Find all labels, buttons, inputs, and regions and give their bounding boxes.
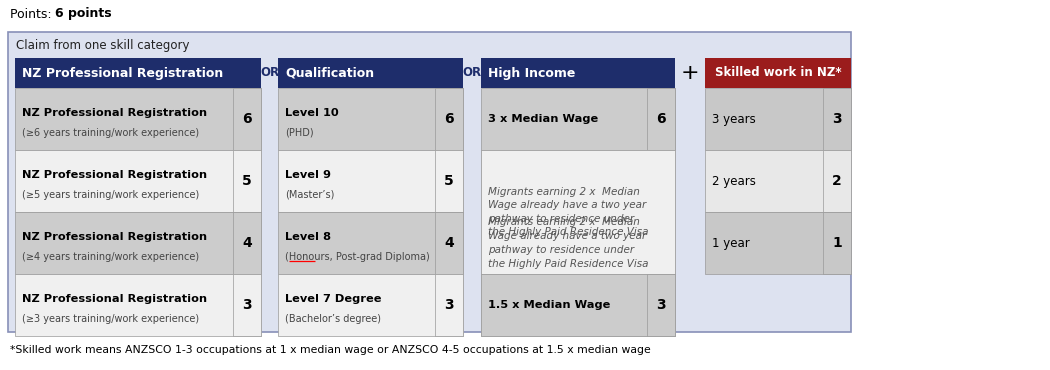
Bar (705, 212, 851, 274)
Text: 6: 6 (656, 112, 666, 126)
Bar (481, 88, 675, 150)
Text: 6: 6 (243, 112, 252, 126)
Text: (Bachelor’s degree): (Bachelor’s degree) (285, 314, 381, 324)
Text: Level 7 Degree: Level 7 Degree (285, 294, 381, 304)
Text: 3: 3 (243, 298, 252, 312)
Text: Migrants earning 2 x  Median
Wage already have a two year
pathway to residence u: Migrants earning 2 x Median Wage already… (488, 217, 649, 269)
Text: NZ Professional Registration: NZ Professional Registration (22, 294, 207, 304)
Bar (278, 150, 463, 212)
Text: NZ Professional Registration: NZ Professional Registration (22, 108, 207, 118)
Text: 3: 3 (444, 298, 454, 312)
Text: 6 points: 6 points (55, 7, 111, 20)
Text: NZ Professional Registration: NZ Professional Registration (22, 170, 207, 180)
Bar (233, 88, 261, 150)
Text: Migrants earning 2 x  Median
Wage already have a two year
pathway to residence u: Migrants earning 2 x Median Wage already… (488, 187, 649, 237)
Bar (435, 274, 463, 336)
Text: 4: 4 (243, 236, 252, 250)
Text: (≥4 years training/work experience): (≥4 years training/work experience) (22, 252, 200, 262)
Text: Level 9: Level 9 (285, 170, 331, 180)
Bar (233, 150, 261, 212)
Bar (8, 32, 850, 332)
Bar (278, 274, 463, 336)
Bar (647, 88, 675, 150)
Text: Level 8: Level 8 (285, 232, 331, 242)
Bar (278, 58, 463, 88)
Text: Claim from one skill category: Claim from one skill category (16, 38, 189, 51)
Text: 5: 5 (243, 174, 252, 188)
Bar (823, 88, 851, 150)
Bar (705, 58, 851, 88)
Text: 2 years: 2 years (712, 175, 756, 188)
Bar (233, 274, 261, 336)
Text: (Honours, Post-grad Diploma): (Honours, Post-grad Diploma) (285, 252, 429, 262)
Bar (823, 150, 851, 212)
Text: +: + (680, 63, 699, 83)
Text: 2: 2 (832, 174, 842, 188)
Text: (≥3 years training/work experience): (≥3 years training/work experience) (22, 314, 200, 324)
Bar (481, 150, 675, 274)
Text: 3: 3 (833, 112, 842, 126)
Bar (705, 150, 851, 212)
Bar (705, 88, 851, 150)
Text: Skilled work in NZ*: Skilled work in NZ* (715, 67, 841, 80)
Bar (15, 274, 261, 336)
Text: (≥5 years training/work experience): (≥5 years training/work experience) (22, 190, 200, 200)
Text: Qualification: Qualification (285, 67, 374, 80)
Bar (481, 58, 675, 88)
Text: 1.5 x Median Wage: 1.5 x Median Wage (488, 300, 610, 310)
Text: 6: 6 (444, 112, 454, 126)
Bar (278, 88, 463, 150)
Bar (823, 212, 851, 274)
Text: 3 years: 3 years (712, 112, 756, 125)
Text: NZ Professional Registration: NZ Professional Registration (22, 232, 207, 242)
Bar (15, 150, 261, 212)
Text: 3: 3 (656, 298, 666, 312)
Text: Level 10: Level 10 (285, 108, 339, 118)
Bar (435, 212, 463, 274)
Bar (15, 88, 261, 150)
Bar (647, 274, 675, 336)
Text: Points:: Points: (10, 7, 56, 20)
Bar (15, 58, 261, 88)
Text: 4: 4 (444, 236, 454, 250)
Text: OR: OR (462, 67, 482, 80)
Text: NZ Professional Registration: NZ Professional Registration (22, 67, 224, 80)
Bar (435, 88, 463, 150)
Text: 1 year: 1 year (712, 236, 750, 249)
Text: (≥6 years training/work experience): (≥6 years training/work experience) (22, 128, 200, 138)
Text: 3 x Median Wage: 3 x Median Wage (488, 114, 598, 124)
Bar (481, 274, 675, 336)
Text: *Skilled work means ANZSCO 1-3 occupations at 1 x median wage or ANZSCO 4-5 occu: *Skilled work means ANZSCO 1-3 occupatio… (10, 345, 651, 355)
Text: (PHD): (PHD) (285, 128, 314, 138)
Text: 5: 5 (444, 174, 454, 188)
Text: OR: OR (260, 67, 279, 80)
Bar (278, 212, 463, 274)
Text: High Income: High Income (488, 67, 575, 80)
Bar (233, 212, 261, 274)
Bar (481, 150, 675, 336)
Text: 1: 1 (832, 236, 842, 250)
Bar (15, 212, 261, 274)
Text: (Master’s): (Master’s) (285, 190, 334, 200)
Bar (435, 150, 463, 212)
